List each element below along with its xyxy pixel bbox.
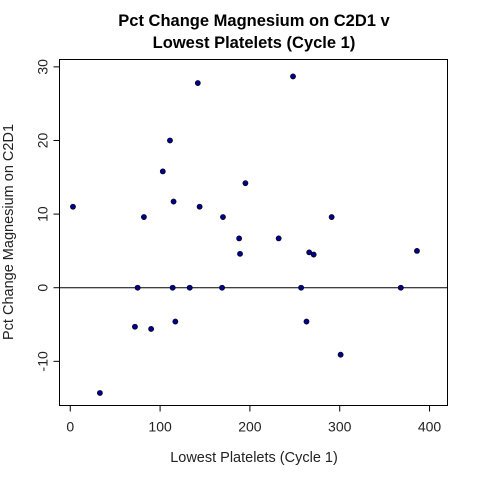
y-tick-label: 30 (35, 59, 51, 75)
y-axis: -10 0 10 20 30 (35, 59, 60, 371)
data-point (303, 318, 310, 325)
data-point (141, 214, 147, 220)
x-tick-label: 300 (328, 419, 352, 435)
data-point (170, 198, 177, 205)
x-tick-label: 100 (148, 419, 172, 435)
data-point (134, 284, 141, 291)
data-point (337, 351, 344, 358)
y-axis-label: Pct Change Magnesium on C2D1 (1, 124, 17, 340)
y-tick-label: -10 (35, 351, 51, 371)
data-point (237, 250, 243, 257)
data-point (310, 251, 317, 258)
data-point (219, 284, 225, 291)
data-point (70, 203, 76, 210)
chart-title-line-1: Pct Change Magnesium on C2D1 v (118, 12, 390, 30)
x-tick-label: 200 (238, 419, 262, 435)
data-point (236, 235, 243, 242)
data-point (196, 203, 203, 210)
data-point (306, 249, 313, 256)
data-point (132, 323, 138, 330)
data-point (159, 168, 166, 175)
x-tick-label: 0 (66, 419, 74, 435)
y-tick-label: 0 (35, 284, 51, 292)
data-point (97, 390, 103, 396)
data-point (169, 284, 176, 291)
data-point (242, 180, 249, 187)
y-tick-label: 20 (35, 132, 51, 148)
x-tick-label: 400 (418, 419, 442, 435)
data-point (148, 326, 155, 332)
data-point (186, 284, 193, 291)
data-points (70, 73, 420, 396)
y-tick-label: 10 (35, 206, 51, 222)
data-point (298, 284, 305, 291)
data-point (414, 248, 420, 254)
data-point (172, 318, 179, 325)
chart-title-line-2: Lowest Platelets (Cycle 1) (153, 34, 356, 52)
plot-frame (59, 59, 448, 406)
data-point (397, 284, 404, 291)
data-point (290, 73, 296, 80)
data-point (275, 235, 282, 242)
x-axis: 0 100 200 300 400 (66, 405, 442, 435)
x-axis-label: Lowest Platelets (Cycle 1) (170, 450, 338, 466)
data-point (220, 214, 226, 220)
data-point (194, 80, 201, 86)
data-point (167, 137, 173, 144)
data-point (328, 214, 335, 220)
